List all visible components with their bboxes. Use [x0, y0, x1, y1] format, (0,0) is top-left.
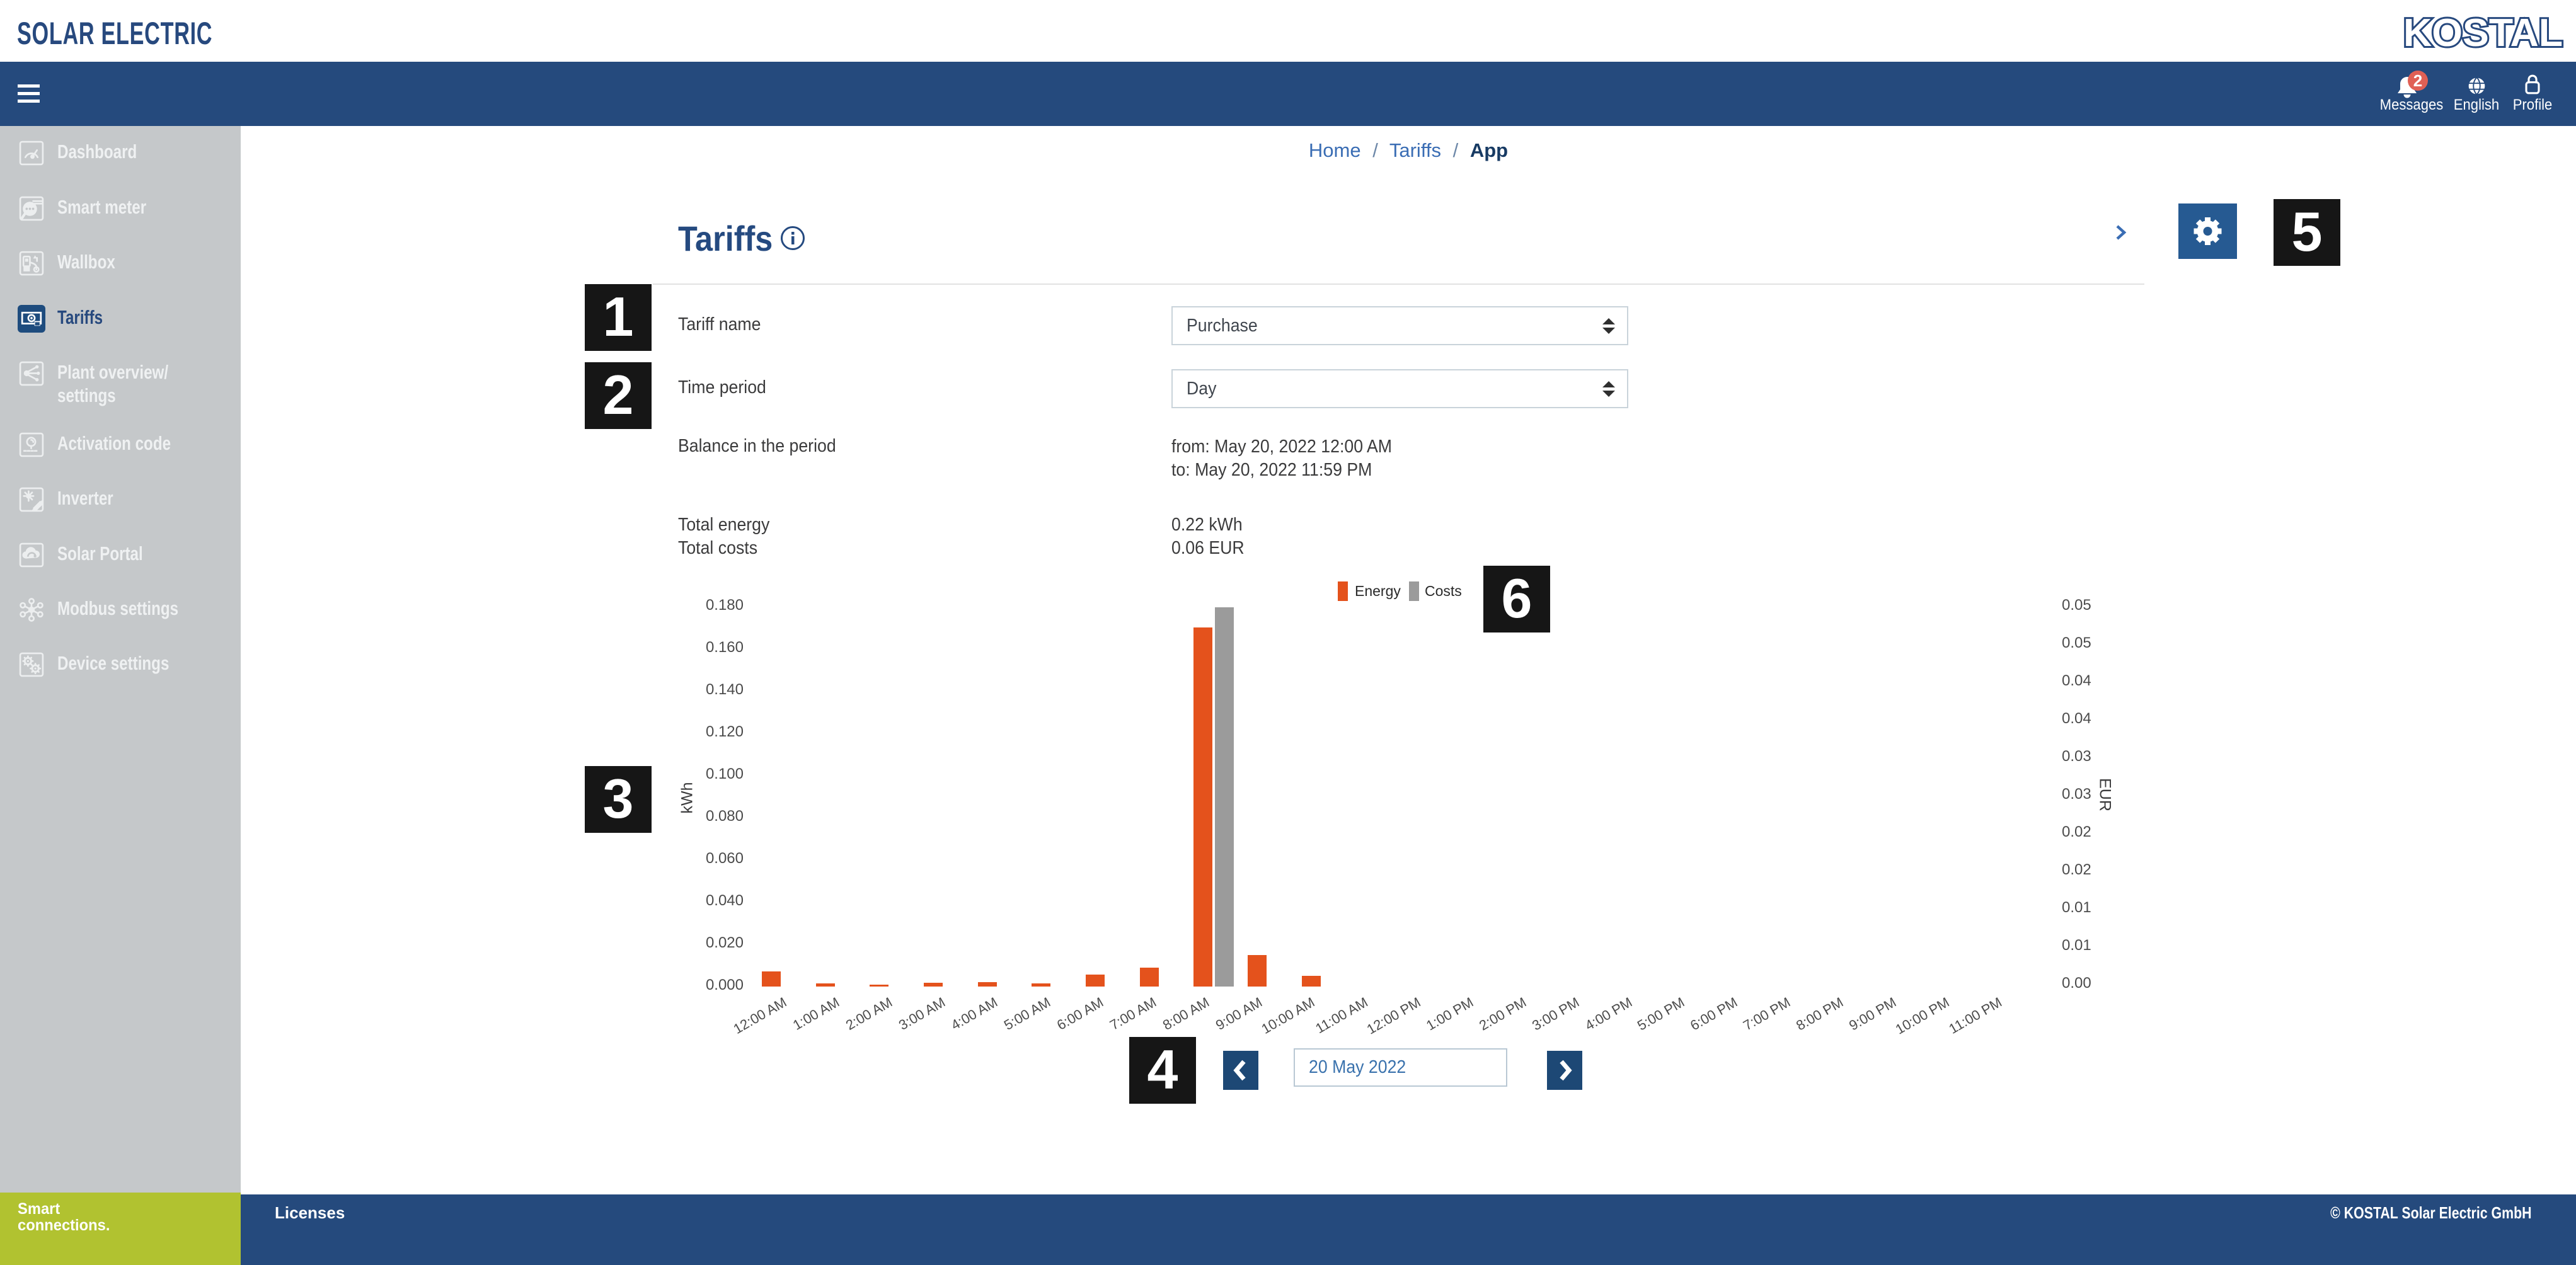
svg-text:2: 2: [2413, 71, 2422, 90]
svg-text:KOSTAL: KOSTAL: [2403, 11, 2563, 54]
